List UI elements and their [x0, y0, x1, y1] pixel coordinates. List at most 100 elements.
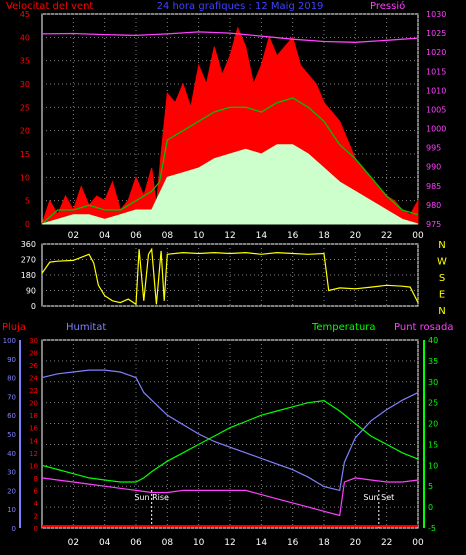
pressure-y-tick-label: 1000 [426, 125, 446, 134]
rain-y-tick-label: 2 [34, 512, 38, 520]
rain-y-tick-label: 8 [34, 475, 38, 483]
humidity-y-tick-label: 70 [7, 393, 16, 401]
humidity-y-tick-label: 100 [3, 337, 16, 345]
humidity-y-tick-label: 10 [7, 506, 16, 514]
dewpoint-axis-title: Punt rosada [394, 322, 453, 333]
temp-y-tick-label: 5 [428, 482, 433, 491]
temp-x-tick-label: 00 [412, 538, 424, 548]
temp-y-tick-label: 15 [428, 440, 438, 449]
wind-x-tick-label: 00 [412, 231, 424, 241]
rain-y-tick-label: 20 [29, 400, 38, 408]
humidity-y-tick-label: 90 [7, 356, 16, 364]
compass-label: E [439, 290, 445, 301]
humidity-axis-title: Humitat [66, 322, 106, 333]
direction-y-tick-label: 90 [26, 287, 36, 296]
chart-title: 24 hora grafiques : 12 Maig 2019 [157, 1, 324, 12]
direction-y-tick-label: 180 [21, 271, 36, 280]
temp-y-tick-label: 35 [428, 357, 438, 366]
wind-y-tick-label: 10 [20, 173, 30, 182]
dewpoint-series [41, 477, 419, 517]
wind-y-tick-label: 20 [20, 127, 30, 136]
temp-x-tick-label: 20 [350, 538, 362, 548]
rain-y-tick-label: 4 [34, 500, 39, 508]
direction-y-tick-label: 360 [21, 240, 36, 249]
humidity-y-tick-label: 50 [7, 431, 16, 439]
temp-x-tick-label: 06 [130, 538, 142, 548]
wind-speed-axis-title: Velocitat del vent [6, 1, 93, 12]
rain-y-tick-label: 24 [29, 375, 38, 383]
pressure-y-tick-label: 985 [426, 182, 441, 191]
direction-series [41, 247, 419, 306]
wind-x-tick-label: 06 [130, 231, 142, 241]
temp-x-tick-label: 14 [256, 538, 268, 548]
wind-y-tick-label: 15 [20, 150, 30, 159]
pressure-y-tick-label: 990 [426, 163, 441, 172]
temp-y-tick-label: 0 [428, 503, 433, 512]
rain-y-tick-label: 26 [29, 362, 38, 370]
pressure-y-tick-label: 1030 [426, 10, 446, 19]
rain-y-tick-label: 10 [29, 462, 38, 470]
wind-y-tick-label: 0 [25, 220, 30, 229]
rain-y-tick-label: 12 [29, 450, 38, 458]
pressure-y-tick-label: 1025 [426, 29, 446, 38]
rain-y-tick-label: 16 [29, 425, 38, 433]
temp-x-tick-label: 10 [193, 538, 205, 548]
rain-axis-title: Pluja [2, 322, 26, 333]
pressure-y-tick-label: 1020 [426, 48, 446, 57]
temp-x-tick-label: 02 [68, 538, 79, 548]
temp-x-tick-label: 16 [287, 538, 299, 548]
temperature-series [41, 399, 419, 483]
temperature-axis-title: Temperatura [311, 322, 376, 333]
direction-y-tick-label: 270 [21, 256, 36, 265]
humidity-y-tick-label: 80 [7, 375, 16, 383]
temp-x-tick-label: 22 [381, 538, 392, 548]
pressure-y-tick-label: 980 [426, 201, 441, 210]
wind-low-series [41, 144, 419, 225]
temp-y-tick-label: 25 [428, 399, 438, 408]
pressure-y-tick-label: 995 [426, 144, 441, 153]
wind-x-tick-label: 16 [287, 231, 299, 241]
temp-y-tick-label: 40 [428, 336, 438, 345]
temp-x-tick-label: 12 [224, 538, 235, 548]
humidity-y-tick-label: 60 [7, 412, 16, 420]
compass-label: N [438, 240, 445, 251]
wind-x-tick-label: 12 [224, 231, 235, 241]
temp-x-tick-label: 18 [318, 538, 330, 548]
rain-y-tick-label: 18 [29, 412, 38, 420]
sun-marker-label: Sun Rise [134, 493, 169, 502]
rain-y-tick-label: 28 [29, 350, 38, 358]
wind-x-tick-label: 02 [68, 231, 79, 241]
rain-y-tick-label: 0 [34, 525, 38, 533]
direction-y-tick-label: 0 [31, 302, 36, 311]
wind-x-tick-label: 08 [162, 231, 174, 241]
rain-y-tick-label: 30 [29, 337, 38, 345]
temp-x-tick-label: 04 [99, 538, 111, 548]
wind-pressure-series [41, 31, 419, 43]
wind-x-tick-label: 22 [381, 231, 392, 241]
wind-y-tick-label: 5 [25, 197, 30, 206]
pressure-y-tick-label: 1005 [426, 105, 446, 114]
compass-label: S [439, 273, 445, 284]
wind-x-tick-label: 10 [193, 231, 205, 241]
wind-y-tick-label: 45 [20, 10, 30, 19]
temp-y-tick-label: 20 [428, 420, 438, 429]
wind-y-tick-label: 35 [20, 57, 30, 66]
wind-x-tick-label: 14 [256, 231, 268, 241]
compass-label: W [437, 257, 447, 268]
compass-label: N [438, 306, 445, 317]
humidity-y-tick-label: 0 [12, 525, 16, 533]
wind-y-tick-label: 25 [20, 103, 30, 112]
wind-x-tick-label: 20 [350, 231, 362, 241]
humidity-series [41, 369, 419, 492]
temp-y-tick-label: 10 [428, 461, 438, 470]
humidity-y-tick-label: 40 [7, 450, 16, 458]
wind-y-tick-label: 40 [20, 33, 30, 42]
rain-y-tick-label: 14 [29, 437, 38, 445]
temp-x-tick-label: 08 [162, 538, 174, 548]
rain-y-tick-label: 6 [34, 487, 39, 495]
wind-x-tick-label: 18 [318, 231, 330, 241]
humidity-y-tick-label: 20 [7, 487, 16, 495]
plot-layer: 0510152025303540459759809859909951000100… [3, 10, 447, 548]
temp-y-tick-label: -5 [428, 524, 436, 533]
